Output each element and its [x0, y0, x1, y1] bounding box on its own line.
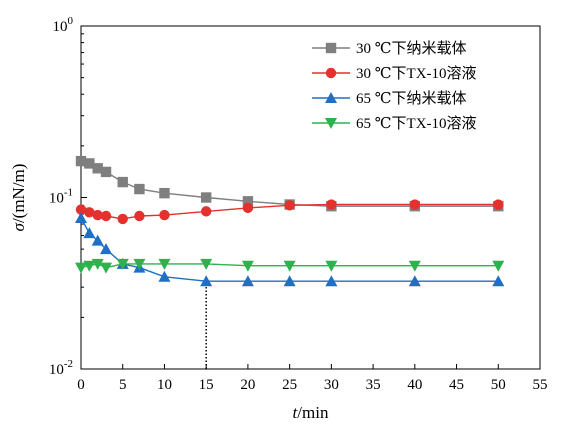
x-tick-label: 45: [449, 377, 464, 393]
series-3: [75, 211, 505, 287]
data-point: [92, 163, 103, 174]
x-tick-label: 50: [491, 377, 506, 393]
legend-marker: [325, 67, 337, 79]
legend-marker: [325, 42, 337, 54]
data-point: [326, 199, 337, 210]
data-point: [158, 258, 171, 270]
series-group: [75, 155, 505, 287]
y-tick-label: 10-2: [49, 358, 73, 378]
data-point: [92, 209, 103, 221]
data-point: [242, 196, 254, 207]
data-point: [117, 176, 128, 188]
data-point: [159, 209, 170, 221]
data-point: [133, 258, 146, 270]
legend-entry-1: 30 ℃下纳米载体: [312, 40, 467, 57]
series-4: [75, 258, 505, 274]
x-tick-label: 35: [366, 377, 381, 393]
data-point: [159, 187, 170, 199]
x-tick-label: 40: [407, 377, 422, 393]
data-point: [283, 275, 296, 287]
data-point: [84, 207, 95, 218]
x-tick-label: 10: [157, 377, 172, 393]
data-point: [492, 260, 505, 272]
x-tick-label: 55: [533, 377, 548, 393]
axes: 0 5 10 15 20 25 30 35 40 45 50 55 10-2 10-1 100: [49, 15, 548, 393]
data-point: [284, 200, 295, 211]
data-point: [242, 202, 254, 214]
axis-titles: t/min σ/(mN/m): [9, 164, 329, 422]
data-point: [116, 258, 129, 270]
data-point: [100, 210, 112, 222]
data-point: [200, 258, 213, 270]
legend-label: 30 ℃下TX-10溶液: [356, 65, 477, 82]
legend-entry-3: 65 ℃下纳米载体: [312, 90, 467, 107]
data-point: [84, 158, 95, 169]
data-point: [283, 260, 296, 272]
data-point: [83, 260, 96, 272]
data-point: [200, 192, 212, 203]
data-point: [75, 155, 87, 167]
data-point: [83, 227, 96, 239]
data-point: [200, 206, 212, 217]
data-point: [158, 270, 171, 282]
legend-label: 65 ℃下TX-10溶液: [356, 115, 477, 132]
data-point: [493, 199, 504, 210]
y-tick-label: 10-1: [49, 187, 73, 207]
data-point: [134, 183, 145, 195]
legend: 30 ℃下纳米载体 30 ℃下TX-10溶液 65 ℃下纳米载体 65 ℃下TX-10…: [312, 40, 477, 132]
data-point: [325, 275, 338, 287]
data-point: [100, 243, 113, 255]
legend-label: 65 ℃下纳米载体: [356, 90, 467, 107]
data-point: [409, 199, 421, 210]
data-point: [75, 211, 87, 223]
data-point: [75, 204, 87, 215]
data-point: [492, 275, 505, 287]
legend-entry-4: 65 ℃下TX-10溶液: [312, 115, 477, 132]
data-point: [100, 166, 112, 178]
x-tick-label: 20: [240, 377, 255, 393]
x-axis-title: t/min: [293, 403, 329, 422]
data-point: [408, 275, 421, 287]
series-2: [75, 199, 504, 225]
data-point: [75, 262, 87, 274]
legend-marker: [325, 118, 337, 129]
legend-label: 30 ℃下纳米载体: [356, 40, 467, 57]
x-tick-label: 15: [199, 377, 214, 393]
data-point: [325, 260, 338, 272]
legend-marker: [325, 92, 337, 103]
data-point: [200, 275, 213, 287]
x-tick-label: 0: [77, 377, 85, 393]
data-point: [408, 260, 421, 272]
data-point: [100, 262, 113, 274]
data-point: [91, 234, 104, 246]
data-point: [241, 260, 254, 272]
y-axis-title: σ/(mN/m): [9, 164, 28, 232]
x-tick-label: 30: [324, 377, 339, 393]
x-tick-label: 25: [282, 377, 297, 393]
data-point: [134, 210, 145, 222]
data-point: [241, 275, 254, 287]
y-tick-label: 100: [53, 15, 74, 35]
legend-entry-2: 30 ℃下TX-10溶液: [312, 65, 477, 82]
data-point: [117, 213, 128, 225]
data-point: [91, 258, 104, 270]
x-tick-label: 5: [119, 377, 127, 393]
